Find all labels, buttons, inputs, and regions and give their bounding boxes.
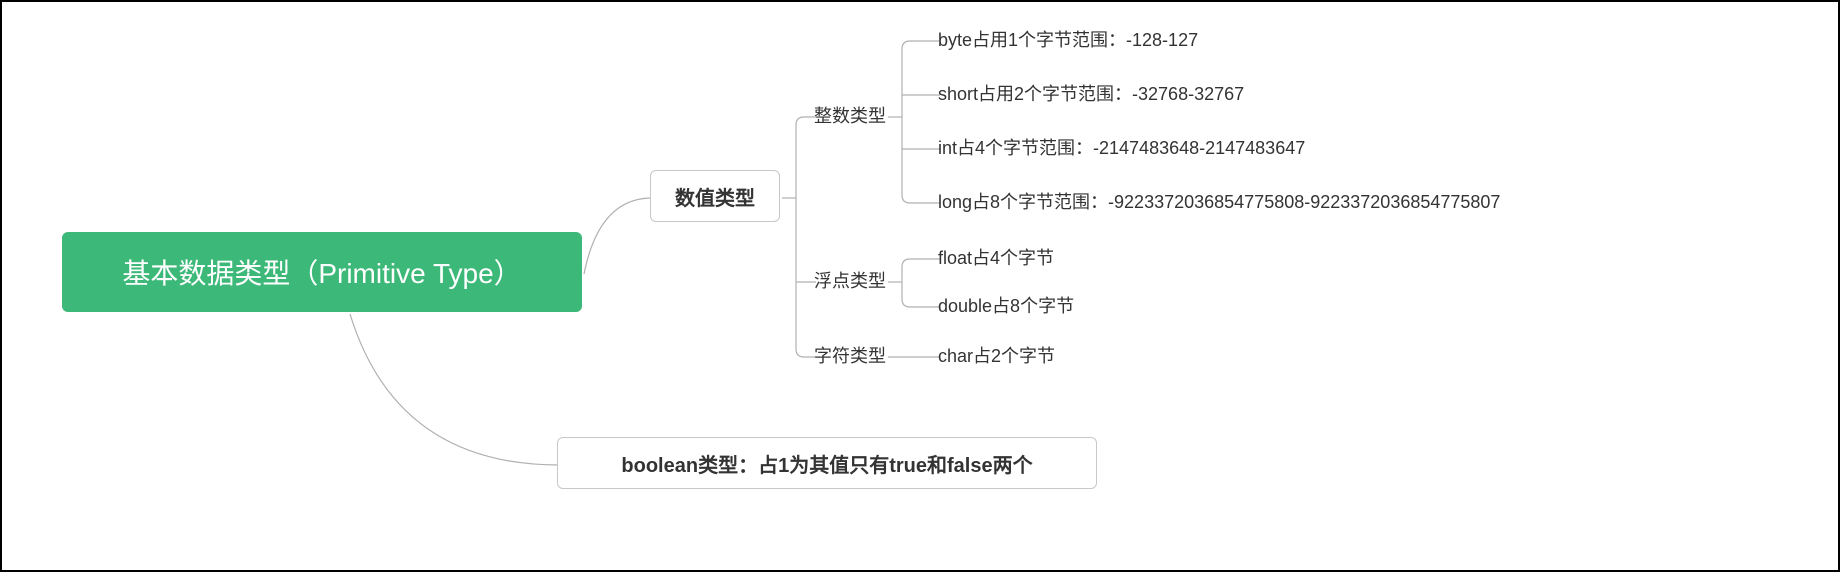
connector [350,314,559,465]
connector [796,349,816,357]
node-char-type[interactable]: 字符类型 [814,342,886,368]
connector [902,259,940,267]
connector [796,117,816,125]
node-double[interactable]: double占8个字节 [938,292,1074,318]
node-short[interactable]: short占用2个字节范围：-32768-32767 [938,80,1244,106]
node-numeric[interactable]: 数值类型 [650,170,780,222]
node-char[interactable]: char占2个字节 [938,342,1055,368]
node-byte[interactable]: byte占用1个字节范围：-128-127 [938,26,1198,52]
root-node[interactable]: 基本数据类型（Primitive Type） [62,232,582,312]
node-boolean[interactable]: boolean类型：占1为其值只有true和false两个 [557,437,1097,489]
connector [902,41,940,49]
node-long[interactable]: long占8个字节范围：-9223372036854775808-9223372… [938,188,1500,214]
node-float[interactable]: float占4个字节 [938,244,1054,270]
connector [902,195,940,203]
node-float-type[interactable]: 浮点类型 [814,267,886,293]
mindmap-canvas: 基本数据类型（Primitive Type） 数值类型 boolean类型：占1… [0,0,1840,572]
node-int-type[interactable]: 整数类型 [814,102,886,128]
node-int[interactable]: int占4个字节范围：-2147483648-2147483647 [938,134,1305,160]
connector [584,198,652,274]
connector [902,299,940,307]
